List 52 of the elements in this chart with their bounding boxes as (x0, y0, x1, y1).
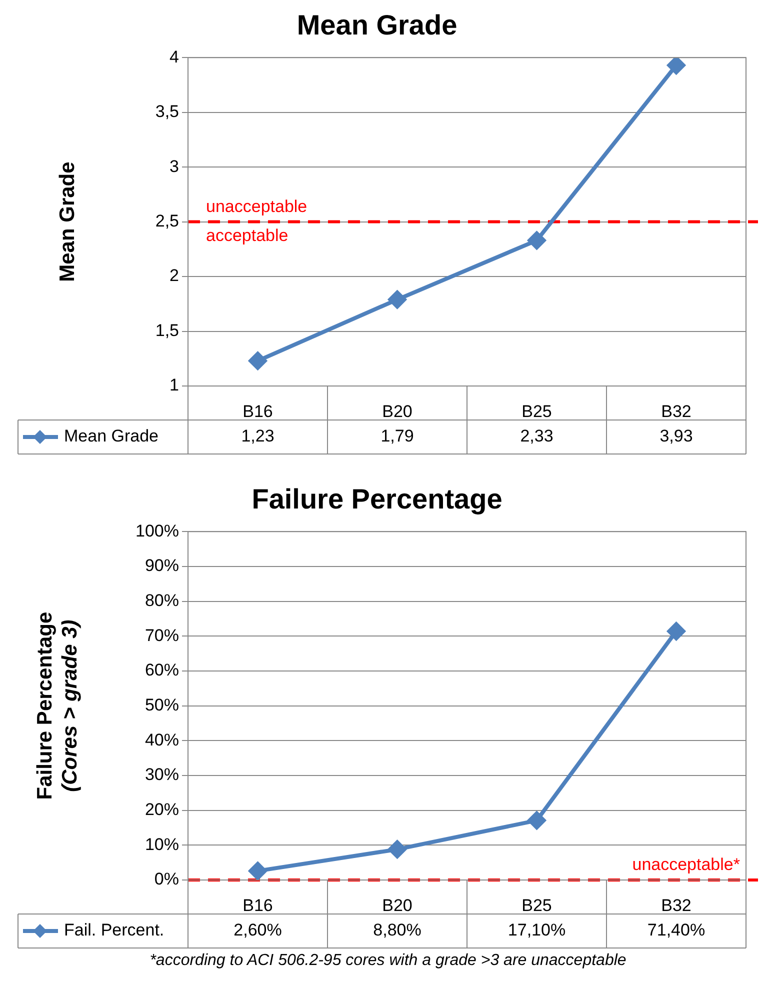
y-tick-label: 3 (170, 156, 179, 176)
y-tick-label: 2 (170, 266, 179, 286)
data-label: 8,80% (373, 920, 422, 940)
y-tick-label: 80% (144, 590, 179, 610)
y-tick-label: 70% (144, 626, 179, 645)
chart-title: Failure Percentage (252, 484, 502, 515)
y-tick-label: 2,5 (155, 211, 179, 230)
x-tick-label: B20 (382, 402, 412, 421)
point (528, 231, 546, 250)
point (528, 811, 546, 830)
data-label: 3,93 (660, 426, 693, 446)
x-tick-label: B20 (382, 896, 412, 915)
y-tick-label: 1,5 (155, 320, 179, 340)
y-tick-label: 50% (144, 695, 179, 714)
point (248, 352, 267, 370)
ref-line-label: unacceptable* (632, 855, 740, 874)
data-label: 1,23 (241, 426, 274, 446)
point (388, 290, 406, 309)
data-label: 2,33 (520, 426, 554, 446)
y-tick-label: 4 (170, 47, 179, 66)
legend-label: Mean Grade (64, 426, 158, 446)
point (667, 58, 686, 74)
data-label: 1,79 (380, 426, 414, 446)
y-axis-title: Failure Percentage (Cores > grade 3) (33, 612, 82, 800)
y-tick-label: 30% (144, 765, 179, 784)
data-label: 17,10% (508, 920, 566, 940)
x-tick-label: B16 (242, 896, 273, 915)
y-tick-label: 3,5 (155, 102, 179, 122)
x-tick-label: B32 (661, 896, 692, 915)
y-tick-label: 1 (170, 376, 179, 395)
data-label: 2,60% (234, 920, 282, 940)
y-tick-label: 10% (144, 834, 179, 854)
x-tick-label: B32 (661, 402, 692, 421)
chart-title: Mean Grade (296, 10, 458, 41)
legend-label: Fail. Percent. (64, 920, 164, 940)
y-axis-title: Mean Grade (56, 162, 79, 282)
x-tick-label: B16 (242, 402, 273, 421)
annotation: acceptable (206, 226, 288, 245)
point (667, 622, 686, 640)
text: *according to ACI 506.2-95 cores with a grade >3 are unacceptable (148, 952, 628, 970)
point (388, 840, 406, 858)
point (248, 862, 267, 880)
x-tick-label: B25 (522, 896, 552, 915)
y-tick-label: 20% (144, 800, 179, 820)
x-tick-label: B25 (522, 402, 552, 421)
y-tick-label: 0% (154, 870, 179, 889)
y-tick-label: 40% (144, 730, 179, 750)
y-tick-label: 60% (144, 660, 179, 680)
y-tick-label: 90% (144, 556, 179, 576)
ref-line-label: unacceptable (206, 196, 308, 216)
data-label: 71,40% (647, 920, 706, 940)
y-tick-label: 100% (136, 521, 179, 540)
